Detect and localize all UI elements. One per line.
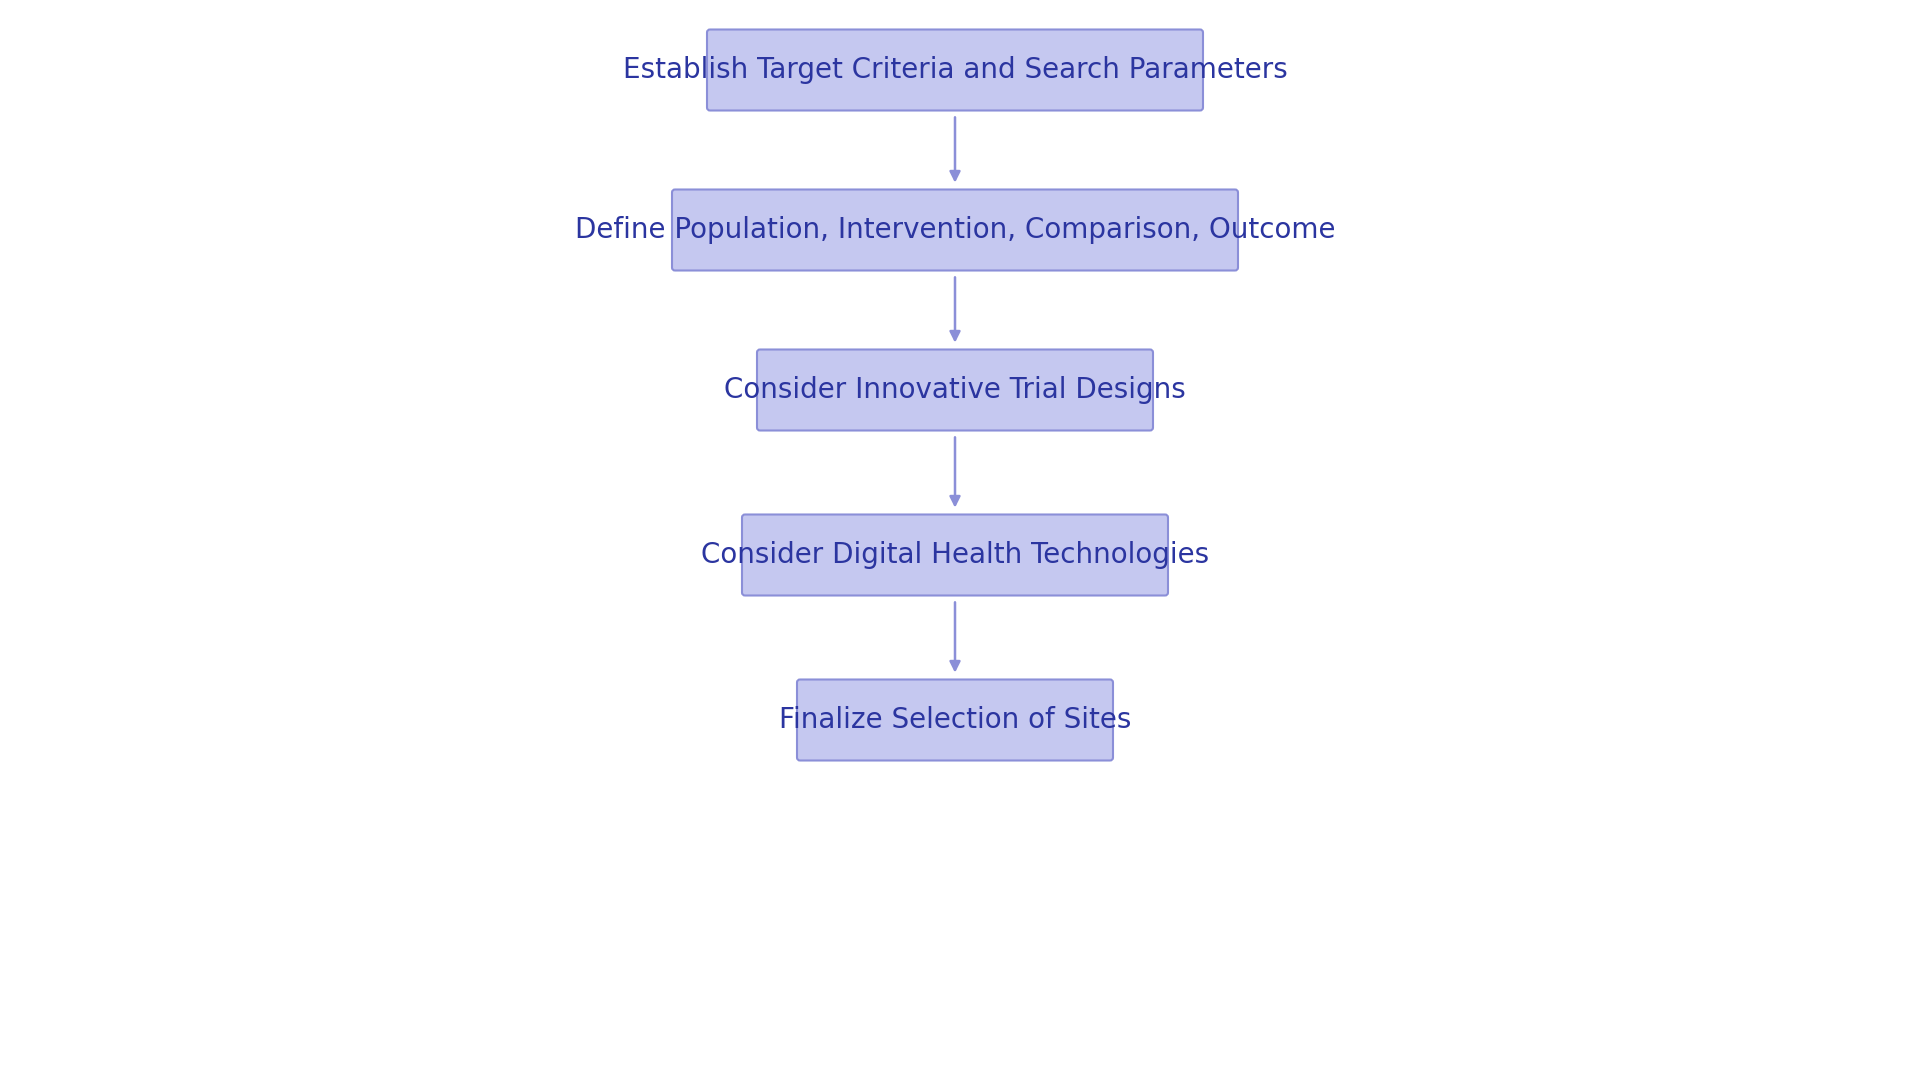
Text: Define Population, Intervention, Comparison, Outcome: Define Population, Intervention, Compari… bbox=[574, 216, 1334, 244]
FancyBboxPatch shape bbox=[756, 350, 1154, 431]
Text: Consider Digital Health Technologies: Consider Digital Health Technologies bbox=[701, 541, 1210, 569]
Text: Consider Innovative Trial Designs: Consider Innovative Trial Designs bbox=[724, 376, 1187, 404]
FancyBboxPatch shape bbox=[707, 29, 1204, 110]
FancyBboxPatch shape bbox=[741, 514, 1167, 595]
Text: Establish Target Criteria and Search Parameters: Establish Target Criteria and Search Par… bbox=[622, 56, 1288, 84]
FancyBboxPatch shape bbox=[797, 679, 1114, 760]
Text: Finalize Selection of Sites: Finalize Selection of Sites bbox=[780, 706, 1131, 734]
FancyBboxPatch shape bbox=[672, 189, 1238, 270]
